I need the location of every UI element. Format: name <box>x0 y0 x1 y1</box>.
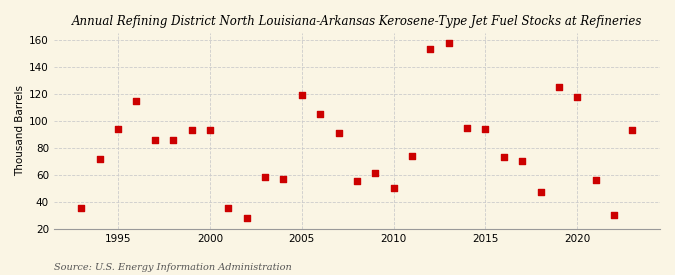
Y-axis label: Thousand Barrels: Thousand Barrels <box>15 86 25 177</box>
Point <box>406 154 417 158</box>
Text: Source: U.S. Energy Information Administration: Source: U.S. Energy Information Administ… <box>54 263 292 272</box>
Point <box>278 177 289 181</box>
Point <box>76 206 86 211</box>
Point <box>609 213 620 217</box>
Point <box>388 186 399 190</box>
Point <box>315 112 325 116</box>
Point <box>352 179 362 184</box>
Point <box>149 138 160 142</box>
Point <box>205 128 215 133</box>
Point <box>131 98 142 103</box>
Point <box>241 216 252 220</box>
Point <box>572 94 583 99</box>
Point <box>333 131 344 135</box>
Point <box>627 128 638 133</box>
Point <box>554 85 564 89</box>
Point <box>462 125 472 130</box>
Title: Annual Refining District North Louisiana-Arkansas Kerosene-Type Jet Fuel Stocks : Annual Refining District North Louisiana… <box>72 15 642 28</box>
Point <box>480 127 491 131</box>
Point <box>535 190 546 194</box>
Point <box>498 155 509 160</box>
Point <box>425 47 436 52</box>
Point <box>517 159 528 164</box>
Point <box>223 206 234 211</box>
Point <box>186 128 197 133</box>
Point <box>95 156 105 161</box>
Point <box>443 40 454 45</box>
Point <box>370 171 381 176</box>
Point <box>260 175 271 180</box>
Point <box>113 127 124 131</box>
Point <box>168 138 179 142</box>
Point <box>296 93 307 98</box>
Point <box>591 178 601 182</box>
